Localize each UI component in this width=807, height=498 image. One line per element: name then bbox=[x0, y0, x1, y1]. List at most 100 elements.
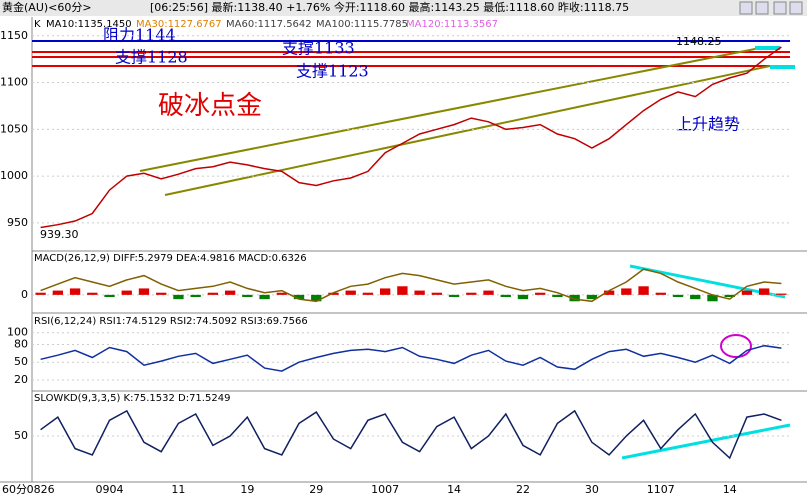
macd-bar bbox=[156, 292, 167, 295]
x-tick-label: 29 bbox=[309, 483, 323, 496]
trend-line bbox=[621, 423, 791, 460]
y-tick-label: 1000 bbox=[0, 169, 28, 182]
macd-bar bbox=[724, 294, 735, 297]
macd-bar bbox=[517, 294, 529, 300]
low-label: 939.30 bbox=[40, 228, 79, 241]
annotation: 阻力1144 bbox=[103, 26, 176, 45]
trend-channel bbox=[139, 47, 761, 172]
ma-label: MA60:1117.5642 bbox=[226, 19, 312, 30]
x-tick-label: 19 bbox=[240, 483, 254, 496]
header-bar bbox=[0, 0, 807, 16]
annotation: 支撑1128 bbox=[115, 48, 188, 67]
y-tick-label: 80 bbox=[14, 338, 28, 351]
panel-title: MACD(26,12,9) DIFF:5.2979 DEA:4.9816 MAC… bbox=[34, 253, 307, 264]
macd-bar bbox=[345, 290, 356, 295]
nav-button[interactable] bbox=[773, 1, 787, 15]
annotation: 上升趋势 bbox=[676, 115, 740, 134]
instrument: 黄金(AU)<60分> bbox=[2, 0, 92, 14]
macd-bar bbox=[259, 294, 270, 300]
macd-bar bbox=[397, 286, 408, 295]
macd-bar bbox=[535, 292, 546, 295]
macd-bar bbox=[431, 292, 443, 295]
macd-bar bbox=[466, 292, 477, 295]
macd-bar bbox=[586, 294, 598, 300]
x-tick-label: 1007 bbox=[371, 483, 399, 496]
series-line bbox=[40, 268, 782, 303]
macd-bar bbox=[741, 290, 753, 295]
macd-bar bbox=[483, 290, 494, 295]
macd-bar bbox=[121, 290, 132, 295]
macd-bar bbox=[621, 288, 632, 295]
x-tick-label: 22 bbox=[516, 483, 530, 496]
ma-label: MA30:1127.6767 bbox=[136, 19, 222, 30]
macd-bar bbox=[379, 288, 391, 295]
panel-title: RSI(6,12,24) RSI1:74.5129 RSI2:74.5092 R… bbox=[34, 316, 308, 327]
macd-bar bbox=[35, 292, 46, 295]
x-tick-label: 30 bbox=[585, 483, 599, 496]
ma-label: MA100:1115.7785 bbox=[316, 19, 408, 30]
macd-bar bbox=[242, 294, 253, 297]
y-tick-label: 50 bbox=[14, 429, 28, 442]
y-tick-label: 50 bbox=[14, 355, 28, 368]
macd-bar bbox=[311, 294, 322, 302]
macd-bar bbox=[224, 290, 236, 295]
x-tick-label: 1107 bbox=[647, 483, 675, 496]
macd-bar bbox=[69, 288, 81, 295]
macd-bar bbox=[293, 294, 305, 300]
x-tick-label: 0904 bbox=[96, 483, 124, 496]
x-tick-label: 11 bbox=[171, 483, 185, 496]
macd-bar bbox=[362, 292, 374, 295]
macd-bar bbox=[276, 292, 287, 295]
macd-bar bbox=[569, 294, 580, 302]
highlight-circle bbox=[720, 334, 752, 358]
macd-bar bbox=[87, 292, 98, 295]
macd-bar bbox=[500, 294, 511, 297]
macd-bar bbox=[690, 294, 701, 300]
annotation: 支撑1123 bbox=[296, 62, 369, 81]
y-tick-label: 950 bbox=[7, 216, 28, 229]
macd-bar bbox=[104, 294, 115, 297]
y-tick-label: 1100 bbox=[0, 76, 28, 89]
period-label: 60分 bbox=[2, 483, 27, 496]
series-line bbox=[40, 409, 782, 460]
macd-bar bbox=[655, 292, 666, 295]
y-tick-label: 1050 bbox=[0, 122, 28, 135]
nav-button[interactable] bbox=[755, 1, 769, 15]
macd-bar bbox=[190, 294, 201, 297]
annotation: 支撑1133 bbox=[282, 39, 355, 58]
y-tick-label: 1150 bbox=[0, 29, 28, 42]
macd-bar bbox=[707, 294, 718, 302]
x-tick-label: 0826 bbox=[27, 483, 55, 496]
macd-bar bbox=[448, 294, 460, 297]
nav-button[interactable] bbox=[789, 1, 803, 15]
quote-info: [06:25:56] 最新:1138.40 +1.76% 今开:1118.60 … bbox=[150, 0, 629, 14]
series-line bbox=[40, 344, 782, 372]
macd-bar bbox=[138, 288, 150, 295]
panel-title: K bbox=[34, 19, 41, 30]
x-tick-label: 14 bbox=[723, 483, 737, 496]
macd-bar bbox=[173, 294, 184, 300]
annotation: 破冰点金 bbox=[158, 91, 262, 121]
macd-bar bbox=[328, 292, 339, 295]
y-tick-label: 100 bbox=[7, 326, 28, 339]
macd-bar bbox=[207, 292, 219, 295]
nav-button[interactable] bbox=[739, 1, 753, 15]
series-line bbox=[40, 46, 782, 229]
macd-bar bbox=[603, 290, 615, 295]
macd-bar bbox=[758, 288, 770, 295]
y-tick-label: 0 bbox=[21, 288, 28, 301]
x-tick-label: 14 bbox=[447, 483, 461, 496]
macd-bar bbox=[672, 294, 684, 297]
macd-bar bbox=[776, 293, 787, 295]
y-tick-label: 20 bbox=[14, 373, 28, 386]
macd-bar bbox=[52, 290, 64, 295]
panel-title: SLOWKD(9,3,3,5) K:75.1532 D:71.5249 bbox=[34, 393, 230, 404]
macd-bar bbox=[638, 286, 649, 295]
macd-bar bbox=[414, 290, 425, 295]
high-label: 1148.25 bbox=[676, 35, 722, 48]
ma-label: MA120:1113.3567 bbox=[406, 19, 498, 30]
ma-label: MA10:1135.1450 bbox=[46, 19, 132, 30]
trend-channel bbox=[164, 65, 771, 196]
macd-bar bbox=[552, 294, 563, 297]
